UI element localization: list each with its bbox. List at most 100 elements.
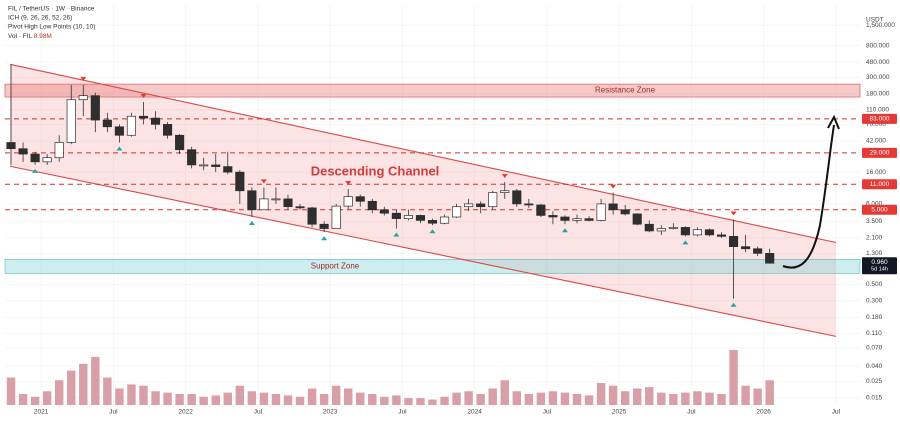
volume-bar — [30, 396, 40, 405]
arrow-head — [827, 114, 840, 130]
y-tick-label: 0.500 — [866, 281, 883, 288]
candle-body — [464, 203, 474, 208]
resistance-zone — [4, 83, 861, 98]
volume-bar — [488, 388, 497, 405]
candle-body — [247, 190, 257, 211]
candle-body — [403, 215, 413, 220]
volume-bar — [705, 392, 714, 405]
candle-body — [415, 215, 426, 221]
y-tick-label: 300.000 — [866, 74, 890, 81]
y-tick-label: 0.025 — [866, 378, 883, 385]
candle-body — [271, 198, 281, 201]
volume-bar — [271, 394, 281, 405]
volume-bar — [163, 392, 172, 405]
header-ichimoku: ICH (9, 26, 26, 52, 26) — [8, 15, 72, 22]
volume-bar — [693, 391, 702, 405]
y-tick-label: 16.000 — [866, 169, 886, 176]
candle-body — [138, 115, 149, 119]
candle-body — [355, 196, 365, 202]
pivot-low — [32, 168, 39, 173]
volume-bar — [139, 385, 148, 405]
last-price-label: 0.960 — [871, 259, 888, 266]
pivot-high — [610, 184, 617, 189]
candle-body — [391, 212, 401, 220]
volume-bar — [380, 396, 389, 405]
x-tick-label: Jul — [109, 409, 118, 416]
candle-body — [211, 164, 221, 167]
volume-bar — [259, 392, 269, 405]
volume-bar — [717, 394, 726, 405]
candle-body — [307, 207, 317, 225]
volume-bar — [42, 391, 52, 405]
candle-body — [439, 216, 450, 224]
candle-body — [476, 203, 486, 208]
candle-body — [728, 236, 739, 248]
y-tick-label: 0.040 — [866, 363, 883, 370]
y-tick-label: 2.100 — [866, 235, 883, 242]
volume-label: Vol · FIL — [8, 33, 33, 40]
candle-body — [548, 215, 558, 218]
level-tag — [862, 204, 897, 215]
candle-body — [54, 142, 64, 159]
candle-body — [488, 192, 498, 208]
y-tick-label: 180.000 — [866, 91, 890, 98]
volume-bar — [536, 392, 546, 405]
pivot-high — [501, 173, 508, 178]
candle-body — [452, 206, 462, 218]
y-tick-label: 0.015 — [866, 394, 883, 401]
channel-line — [9, 63, 837, 244]
volume-bar — [512, 391, 522, 405]
volume-bar — [681, 392, 690, 405]
volume-bar — [211, 395, 220, 405]
volume-bar — [560, 392, 570, 405]
volume-bar — [416, 398, 425, 405]
level-tag — [862, 147, 897, 158]
pivot-high — [80, 76, 87, 81]
candle-body — [753, 248, 763, 254]
x-tick-label: 2024 — [467, 409, 482, 416]
currency: USDT — [866, 17, 884, 24]
candle-body — [90, 95, 100, 121]
volume-bar — [91, 356, 100, 405]
candle-body — [295, 206, 305, 209]
y-tick-label: 3.500 — [866, 218, 883, 225]
pivot-low — [116, 146, 123, 151]
volume-bar — [669, 394, 678, 405]
level-tag — [862, 179, 897, 190]
volume-bar — [199, 396, 208, 405]
candle-body — [319, 223, 329, 229]
candle-body — [223, 166, 233, 173]
volume-bar — [729, 350, 738, 405]
y-tick-label: 800.000 — [866, 42, 890, 49]
pivot-low — [730, 302, 737, 307]
x-tick-label: Jul — [254, 409, 263, 416]
zone-label: Support Zone — [311, 262, 360, 271]
volume-bar — [79, 363, 88, 405]
y-tick-label: 42.000 — [866, 138, 886, 145]
candle-body — [536, 204, 546, 216]
candle-body — [584, 218, 594, 221]
channel-fill — [10, 64, 836, 337]
candle-body — [620, 209, 630, 215]
volume-bar — [331, 385, 341, 405]
volume-bar — [392, 395, 401, 405]
volume-bar — [548, 391, 558, 405]
x-tick-label: 2023 — [323, 409, 338, 416]
y-tick-label: 0.070 — [866, 345, 883, 352]
volume-bar — [115, 388, 124, 405]
y-tick-label: 1,500.000 — [866, 22, 895, 29]
x-tick-label: 2022 — [178, 409, 193, 416]
candle-body — [427, 220, 438, 224]
y-tick-label: 110.000 — [866, 106, 889, 113]
candle-body — [572, 218, 582, 221]
pivot-high — [730, 211, 737, 216]
candle-body — [126, 115, 137, 136]
candle-body — [6, 142, 16, 150]
y-tick-label: 70.000 — [866, 121, 886, 128]
candle-body — [608, 203, 618, 211]
candle-body — [343, 196, 353, 207]
volume-bar — [18, 394, 28, 405]
volume-bar — [620, 391, 630, 405]
volume-bar — [368, 394, 377, 405]
